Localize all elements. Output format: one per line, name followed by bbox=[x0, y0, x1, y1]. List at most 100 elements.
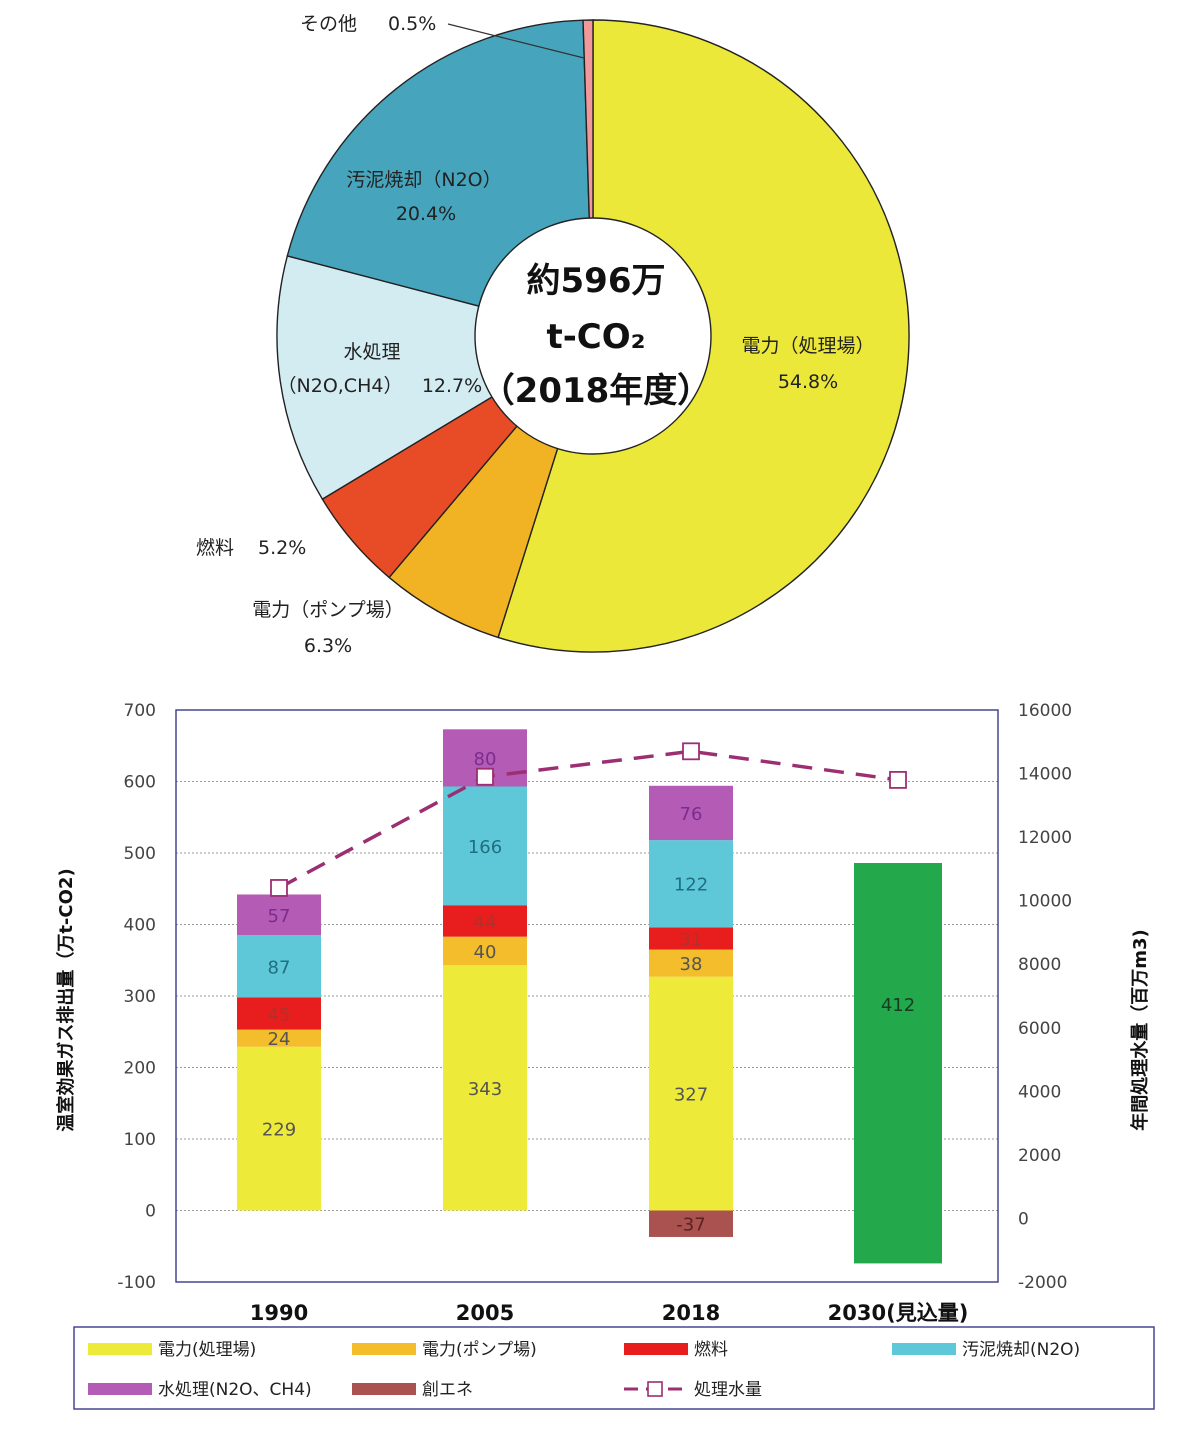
bar-value-label: 122 bbox=[674, 875, 708, 896]
pie-chart bbox=[276, 19, 910, 653]
line-marker bbox=[476, 767, 494, 786]
x-category-label: 2018 bbox=[662, 1301, 720, 1325]
line-path bbox=[278, 749, 899, 890]
y-tick-label: 0 bbox=[145, 1202, 156, 1222]
bar-projection-label: 412 bbox=[881, 995, 915, 1016]
y2-tick-label: 10000 bbox=[1018, 892, 1072, 912]
slice-label-sludge: 汚泥焼却（N2O） bbox=[346, 169, 501, 191]
legend: 電力(処理場) 電力(ポンプ場) 燃料 汚泥焼却(N2O) 水処理(N2O、CH4) 創エ… bbox=[73, 1326, 1155, 1410]
y2-tick-label: 12000 bbox=[1018, 828, 1072, 848]
bar-segment bbox=[649, 927, 733, 950]
bar-value-label: 80 bbox=[474, 749, 497, 770]
bar-value-labels: 229 24 45 87 57 343 40 44 166 80 327 38 31 122 76 -37 41… bbox=[262, 749, 915, 1236]
bar-projection bbox=[854, 863, 942, 1264]
line-series-treated-water bbox=[270, 742, 907, 897]
x-axis-categories: 1990 2005 2018 2030(見込量) bbox=[250, 1301, 969, 1325]
slice-label-water: 水処理 bbox=[343, 341, 400, 363]
legend-swatch bbox=[352, 1343, 416, 1355]
slice-label-power-plant: 電力（処理場） bbox=[741, 335, 874, 357]
pie-hole bbox=[474, 217, 712, 455]
legend-swatch bbox=[352, 1383, 416, 1395]
slice-sublabel-water: （N2O,CH4） bbox=[278, 375, 403, 397]
y2-tick-label: 6000 bbox=[1018, 1019, 1061, 1039]
y2-tick-label: 14000 bbox=[1018, 765, 1072, 785]
legend-label: 水処理(N2O、CH4) bbox=[158, 1380, 312, 1400]
bar-segment bbox=[649, 1210, 733, 1237]
bar-value-label: 343 bbox=[468, 1079, 502, 1100]
y-tick-label: 400 bbox=[124, 916, 156, 936]
slice-label-fuel: 燃料 bbox=[196, 537, 234, 559]
bar-value-label: 76 bbox=[680, 804, 703, 825]
bar-segment bbox=[443, 905, 527, 937]
bar-segment bbox=[443, 965, 527, 1211]
y-tick-label: 500 bbox=[124, 844, 156, 864]
legend-label: 創エネ bbox=[422, 1380, 473, 1400]
bar-segment bbox=[237, 997, 321, 1030]
bar-value-label: 229 bbox=[262, 1120, 296, 1141]
legend-label: 電力(ポンプ場) bbox=[422, 1340, 537, 1360]
bar-value-label: 166 bbox=[468, 837, 502, 858]
y2-tick-label: 0 bbox=[1018, 1209, 1029, 1229]
bar-segment bbox=[237, 935, 321, 998]
slice-label-power-pump: 電力（ポンプ場） bbox=[252, 599, 403, 621]
leader-line-other bbox=[447, 23, 585, 59]
legend-label: 燃料 bbox=[694, 1340, 728, 1360]
y-tick-label: -100 bbox=[117, 1273, 156, 1293]
pie-labels: 電力（処理場） 54.8% 電力（ポンプ場） 6.3% 燃料 5.2% 水処理 … bbox=[196, 13, 875, 657]
bar-segment bbox=[237, 894, 321, 936]
bar-value-label: 45 bbox=[268, 1005, 291, 1026]
y2-tick-label: 16000 bbox=[1018, 701, 1072, 721]
bar-value-label: 40 bbox=[474, 942, 497, 963]
slice-pct-other: 0.5% bbox=[388, 13, 436, 35]
slice-pct-power-pump: 6.3% bbox=[304, 635, 352, 657]
line-marker bbox=[682, 742, 700, 761]
legend-label: 汚泥焼却(N2O) bbox=[962, 1340, 1080, 1360]
slice-pct-water: 12.7% bbox=[422, 375, 482, 397]
slice-pct-power-plant: 54.8% bbox=[778, 371, 838, 393]
bar-value-label: 57 bbox=[268, 906, 291, 927]
pie-center-line-3: （2018年度） bbox=[481, 371, 712, 411]
legend-swatch bbox=[624, 1343, 688, 1355]
legend-line-marker bbox=[647, 1381, 663, 1397]
bar-segment bbox=[649, 840, 733, 928]
bar-segment bbox=[649, 976, 733, 1211]
pie-center-line-1: 約596万 bbox=[527, 261, 666, 301]
y2-tick-label: -2000 bbox=[1018, 1273, 1067, 1293]
slice-pct-fuel: 5.2% bbox=[258, 537, 306, 559]
bar-segment bbox=[443, 936, 527, 966]
legend-label: 電力(処理場) bbox=[158, 1340, 256, 1360]
slice-label-other: その他 bbox=[300, 13, 357, 35]
bar-value-label: 24 bbox=[268, 1029, 291, 1050]
y-tick-label: 600 bbox=[124, 773, 156, 793]
legend-swatch bbox=[88, 1343, 152, 1355]
bars bbox=[237, 729, 942, 1264]
bar-segment bbox=[649, 949, 733, 977]
legend-frame bbox=[73, 1326, 1155, 1410]
x-category-label: 2005 bbox=[456, 1301, 514, 1325]
x-category-label: 1990 bbox=[250, 1301, 308, 1325]
y2-tick-label: 2000 bbox=[1018, 1146, 1061, 1166]
bar-segment bbox=[237, 1029, 321, 1047]
legend-swatch bbox=[88, 1383, 152, 1395]
y-tick-label: 700 bbox=[124, 701, 156, 721]
y2-axis-ticks: -2000 0 2000 4000 6000 8000 10000 12000 14000 160… bbox=[1018, 701, 1072, 1293]
y2-axis-title: 年間処理水量（百万m3) bbox=[1129, 929, 1151, 1131]
bar-value-label: 31 bbox=[680, 929, 703, 950]
bar-segment bbox=[649, 785, 733, 841]
y2-tick-label: 8000 bbox=[1018, 955, 1061, 975]
x-category-label: 2030(見込量) bbox=[828, 1301, 969, 1325]
bar-segment bbox=[237, 1046, 321, 1211]
bar-chart: -100 0 100 200 300 400 500 600 700 -2000 0 2000 400… bbox=[55, 701, 1151, 1325]
y2-tick-label: 4000 bbox=[1018, 1082, 1061, 1102]
slice-pct-sludge: 20.4% bbox=[396, 203, 456, 225]
line-marker bbox=[889, 771, 907, 789]
y-tick-label: 300 bbox=[124, 987, 156, 1007]
y-tick-label: 100 bbox=[124, 1130, 156, 1150]
legend-swatch bbox=[892, 1343, 956, 1355]
y-tick-label: 200 bbox=[124, 1059, 156, 1079]
bar-value-label: 38 bbox=[680, 954, 703, 975]
pie-center-label: 約596万 t-CO₂ （2018年度） bbox=[481, 261, 712, 411]
bar-value-label: 327 bbox=[674, 1085, 708, 1106]
y-axis-title: 温室効果ガス排出量（万t-CO2) bbox=[55, 868, 77, 1131]
